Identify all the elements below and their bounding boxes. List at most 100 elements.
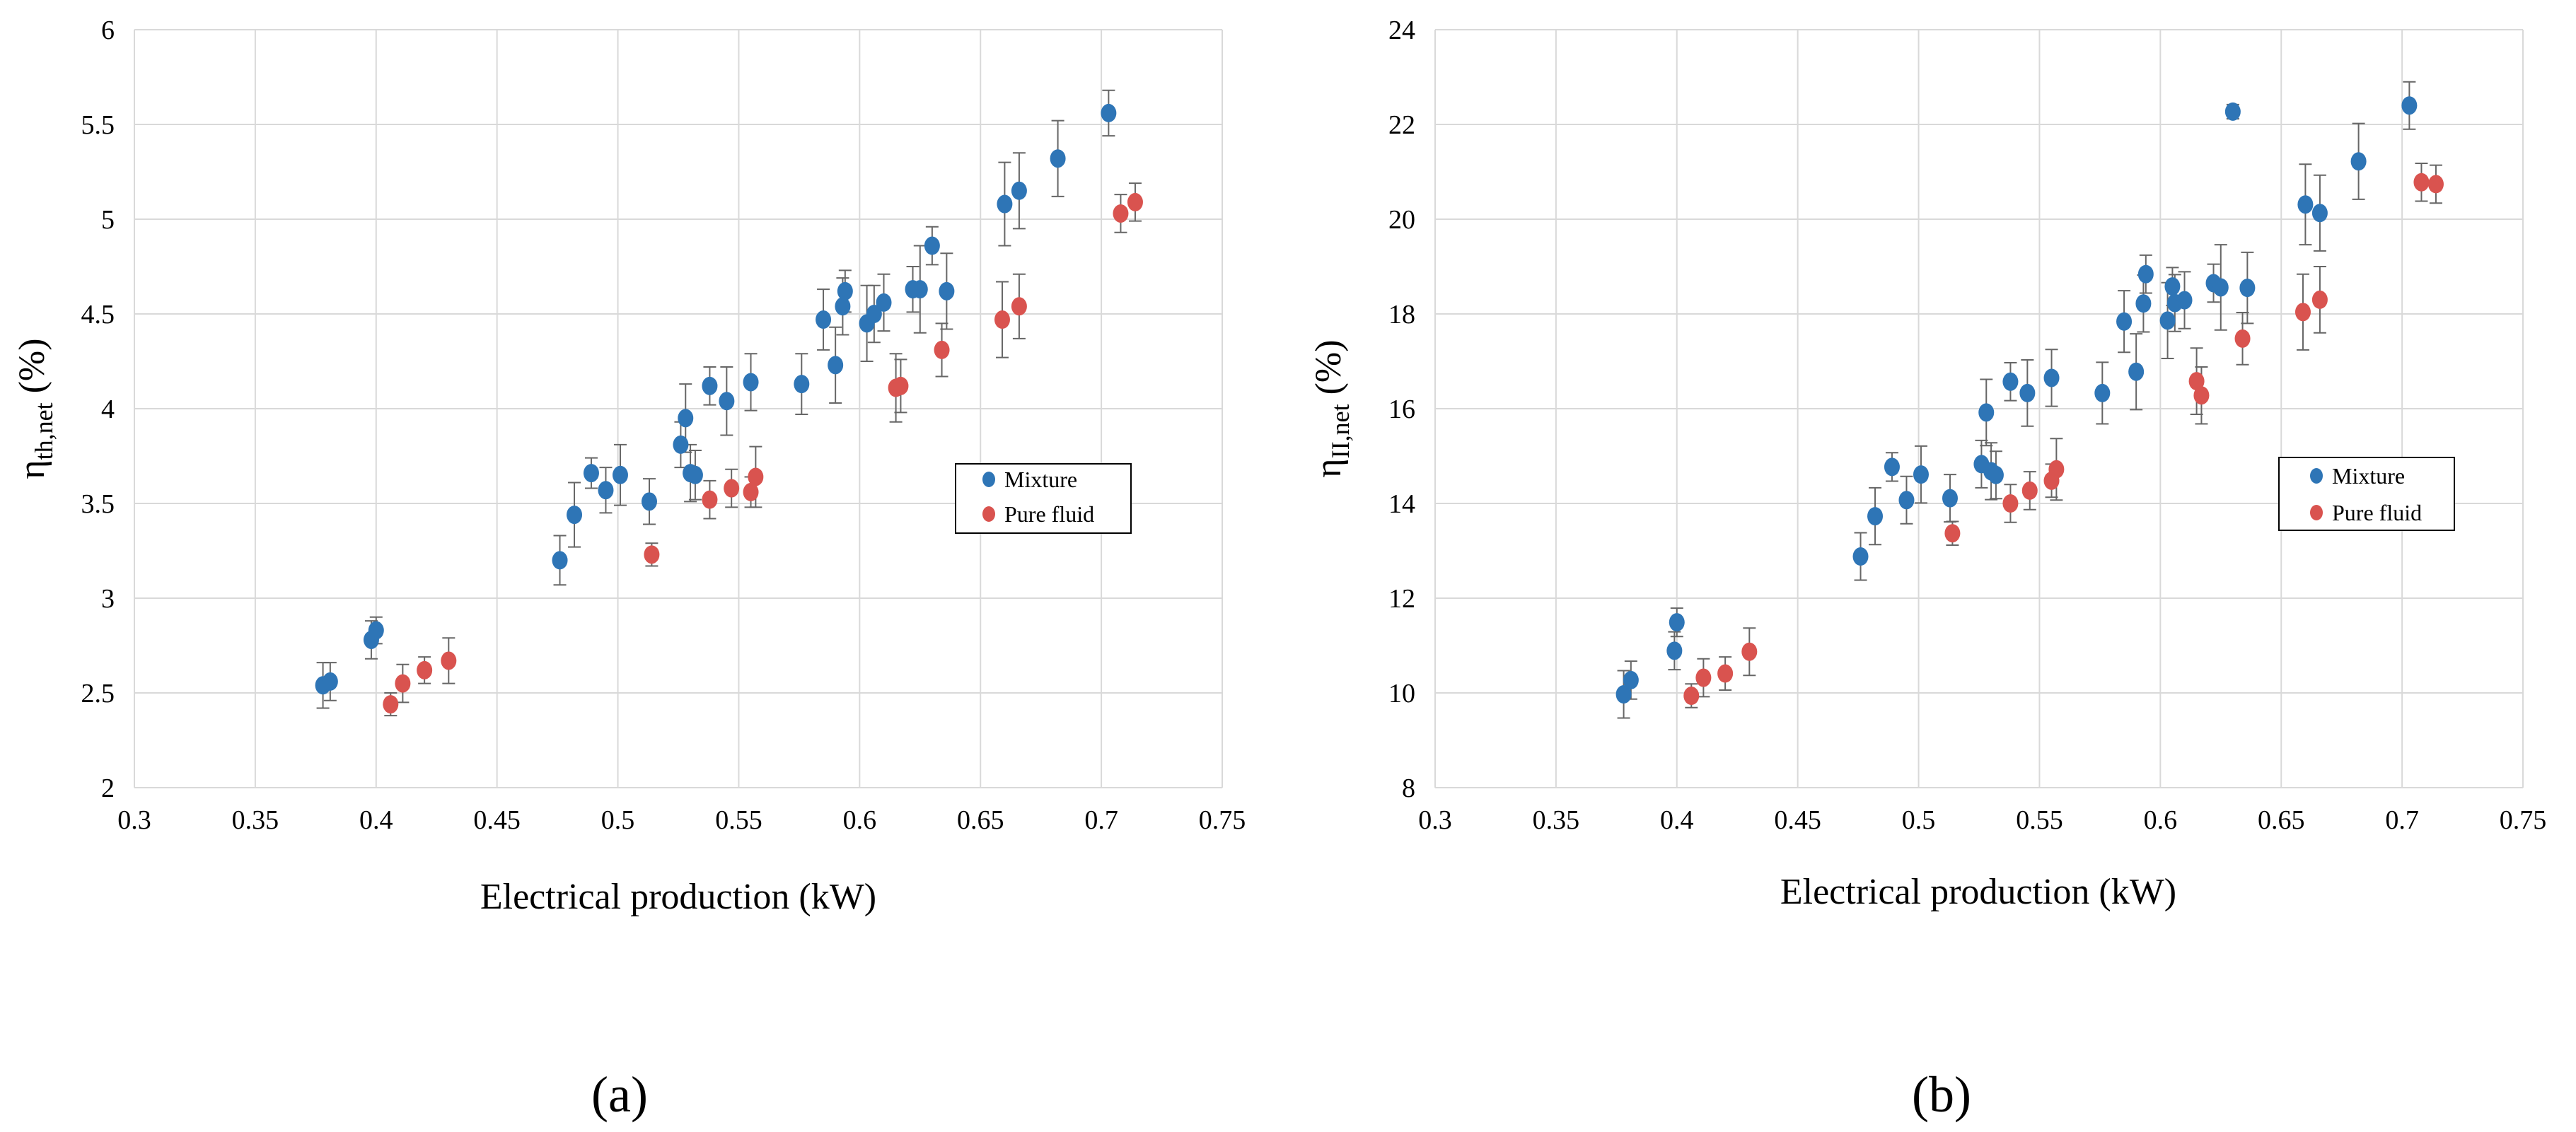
data-point-mixture <box>552 551 568 570</box>
data-point-mixture <box>2401 96 2418 115</box>
y-tick-label: 3.5 <box>81 489 115 519</box>
data-point-pure-fluid <box>395 674 411 693</box>
data-point-mixture <box>924 236 940 255</box>
data-point-mixture <box>866 305 882 323</box>
data-point-pure-fluid <box>2234 329 2251 348</box>
data-point-mixture <box>567 506 583 525</box>
data-point-mixture <box>2164 277 2181 296</box>
data-point-mixture <box>1898 491 1915 510</box>
x-tick-label: 0.6 <box>2144 805 2178 835</box>
data-point-mixture <box>2176 291 2193 310</box>
y-tick-label: 6 <box>101 16 115 45</box>
data-point-pure-fluid <box>1695 668 1712 687</box>
x-tick-labels-a: 0.3 0.35 0.4 0.45 0.5 0.55 0.6 0.65 0.7 0.75 <box>117 805 1246 835</box>
data-point-mixture <box>702 376 718 395</box>
data-point-mixture <box>2128 362 2145 381</box>
data-point-mixture <box>997 194 1013 214</box>
data-point-mixture <box>687 465 703 484</box>
y-axis-unit-a: (%) <box>12 338 52 402</box>
y-tick-label: 24 <box>1388 16 1415 45</box>
legend-marker-mixture-b <box>2310 468 2323 484</box>
chart-panel-a: 0.3 0.35 0.4 0.45 0.5 0.55 0.6 0.65 0.7 0.75 2 2.5… <box>12 16 1246 1123</box>
data-point-pure-fluid <box>2021 481 2038 500</box>
data-point-mixture <box>835 297 851 316</box>
data-point-mixture <box>368 621 384 640</box>
data-point-mixture <box>1101 103 1117 122</box>
y-tick-label: 16 <box>1388 395 1415 424</box>
data-point-pure-fluid <box>893 376 909 395</box>
y-tick-label: 2 <box>101 774 115 803</box>
data-point-pure-fluid <box>1717 664 1734 683</box>
data-point-pure-fluid <box>2193 386 2210 405</box>
legend-box-b <box>2278 457 2455 531</box>
y-tick-labels-a: 2 2.5 3 3.5 4 4.5 5 5.5 6 <box>81 16 115 803</box>
data-point-pure-fluid <box>2413 173 2430 192</box>
x-tick-label: 0.5 <box>1902 805 1936 835</box>
data-point-mixture <box>2019 383 2036 402</box>
data-point-pure-fluid <box>1127 192 1143 211</box>
data-point-pure-fluid <box>1741 642 1758 661</box>
data-point-pure-fluid <box>743 482 759 501</box>
data-point-pure-fluid <box>724 479 740 498</box>
legend-label-pure-fluid-a: Pure fluid <box>1004 501 1094 527</box>
data-point-mixture <box>939 281 955 300</box>
data-point-mixture <box>2297 195 2314 214</box>
gridlines-a <box>134 29 1223 788</box>
y-axis-unit-b: (%) <box>1309 339 1349 404</box>
data-point-pure-fluid <box>748 467 764 486</box>
data-point-mixture <box>1942 489 1958 508</box>
x-tick-label: 0.65 <box>2258 805 2305 835</box>
data-point-mixture <box>583 464 599 483</box>
data-point-pure-fluid <box>934 340 950 359</box>
y-tick-label: 10 <box>1388 679 1415 708</box>
data-point-mixture <box>816 310 832 329</box>
data-point-mixture <box>2002 372 2019 391</box>
y-tick-label: 3 <box>101 584 115 614</box>
y-axis-title-a: ηth,net (%) <box>12 338 58 479</box>
data-point-mixture <box>678 409 694 428</box>
data-point-pure-fluid <box>2048 460 2065 479</box>
x-tick-label: 0.5 <box>601 805 635 835</box>
x-tick-labels-b: 0.3 0.35 0.4 0.45 0.5 0.55 0.6 0.65 0.7 0.75 <box>1418 805 2546 835</box>
data-point-mixture <box>1050 149 1066 168</box>
data-point-mixture <box>1666 641 1683 660</box>
y-tick-label: 2.5 <box>81 679 115 708</box>
x-tick-label: 0.3 <box>117 805 151 835</box>
data-point-mixture <box>1884 457 1900 477</box>
legend-label-pure-fluid-b: Pure fluid <box>2332 500 2422 525</box>
data-point-mixture <box>1913 465 1929 484</box>
data-point-mixture <box>794 375 810 394</box>
data-point-mixture <box>2137 264 2154 284</box>
y-axis-title-b: ηII,net (%) <box>1309 339 1354 477</box>
y-axis-symbol-b: η <box>1309 458 1349 477</box>
data-point-pure-fluid <box>644 545 660 564</box>
legend-label-mixture-a: Mixture <box>1004 467 1077 492</box>
y-tick-label: 18 <box>1388 300 1415 329</box>
data-point-pure-fluid <box>1011 297 1027 316</box>
data-point-mixture <box>743 373 759 392</box>
data-point-pure-fluid <box>2002 494 2019 513</box>
data-point-mixture <box>876 293 892 312</box>
y-tick-label: 5.5 <box>81 110 115 140</box>
data-point-mixture <box>828 356 844 375</box>
x-axis-title-a: Electrical production (kW) <box>480 877 876 917</box>
x-tick-label: 0.7 <box>1084 805 1118 835</box>
data-point-mixture <box>2224 102 2241 121</box>
data-point-mixture <box>2311 204 2328 223</box>
data-point-pure-fluid <box>1944 524 1961 543</box>
panel-label-a: (a) <box>591 1066 648 1123</box>
data-point-pure-fluid <box>2311 290 2328 309</box>
data-points-b <box>1615 96 2444 706</box>
data-point-pure-fluid <box>2188 372 2205 391</box>
legend-marker-pure-fluid-b <box>2310 505 2323 520</box>
data-point-mixture <box>2239 279 2256 298</box>
data-point-mixture <box>1011 181 1027 200</box>
data-point-mixture <box>2135 294 2152 313</box>
y-tick-label: 20 <box>1388 205 1415 235</box>
data-points-a <box>315 103 1143 714</box>
x-tick-label: 0.6 <box>843 805 877 835</box>
x-tick-label: 0.35 <box>232 805 279 835</box>
x-tick-label: 0.45 <box>473 805 521 835</box>
x-axis-title-b: Electrical production (kW) <box>1780 872 2176 912</box>
